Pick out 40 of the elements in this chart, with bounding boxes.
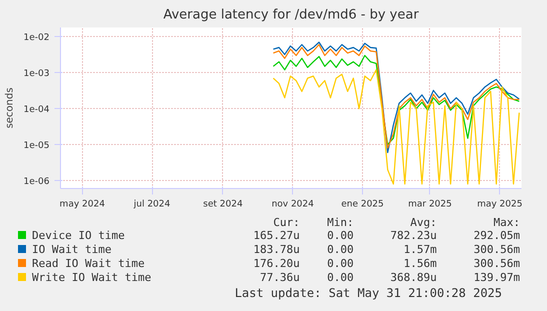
legend-label: Write IO Wait time [31,271,152,285]
text: 368.89u [389,271,437,285]
text: Last update: Sat May 31 21:00:28 2025 [234,285,503,302]
x-tick-label: nov 2024 [272,200,314,210]
y-tick-label: 1e-03 [24,69,50,80]
y-axis-title: seconds [4,88,16,128]
legend-label: IO Wait time [31,243,112,257]
text: 77.36u [258,271,300,285]
text: 0.00 [326,229,354,243]
y-tick-label: 1e-06 [24,177,50,188]
x-tick-label: mar 2025 [408,200,452,210]
text: 139.97m [472,271,520,285]
text: 0.00 [326,243,354,257]
x-tick-label: ene 2025 [341,200,384,210]
text: Min: [326,216,354,229]
text: 1.57m [402,243,437,257]
text: 183.78u [252,243,300,257]
text: 1.56m [402,257,437,271]
y-tick-label: 1e-04 [24,105,50,116]
x-tick-label: set 2024 [203,200,243,210]
text: 300.56m [472,243,520,257]
y-tick-label: 1e-02 [24,33,50,44]
text: 0.00 [326,257,354,271]
text: 165.27u [252,229,300,243]
text: Max: [492,216,520,229]
text: 300.56m [472,257,520,271]
x-tick-label: may 2024 [60,200,106,210]
chart-title: Average latency for /dev/md6 - by year [163,8,420,22]
text: 292.05m [472,229,520,243]
text: Cur: [272,216,300,229]
text: 0.00 [326,271,354,285]
text: 176.20u [252,257,300,271]
line-series [272,69,520,185]
x-tick-label: jul 2024 [132,200,171,210]
y-tick-label: 1e-05 [24,141,50,152]
legend-label: Device IO time [31,229,126,243]
legend-label: Read IO Wait time [31,257,146,271]
x-tick-label: may 2025 [477,200,522,210]
text: 782.23u [389,229,437,243]
text: Avg: [409,216,437,229]
